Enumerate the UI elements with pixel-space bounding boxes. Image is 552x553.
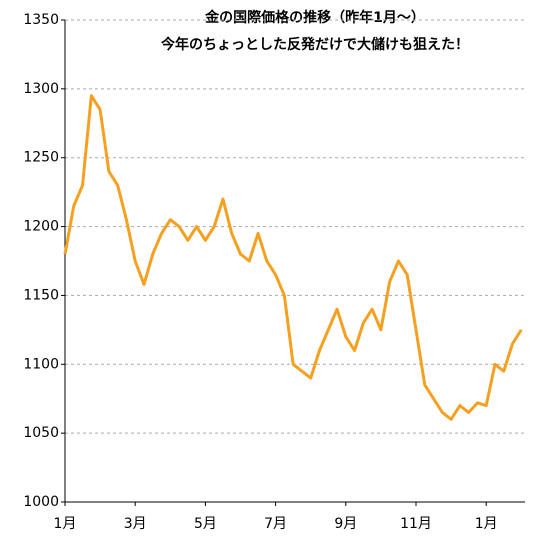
x-tick-label: 11月 <box>400 516 432 532</box>
chart-subtitle: 今年のちょっとした反発だけで大儲けも狙えた！ <box>160 36 469 53</box>
y-tick-label: 1150 <box>23 287 59 303</box>
y-tick-label: 1300 <box>23 81 59 97</box>
y-tick-label: 1250 <box>23 150 59 166</box>
x-tick-label: 1月 <box>475 516 498 532</box>
x-tick-label: 1月 <box>54 516 77 532</box>
x-tick-label: 5月 <box>194 516 217 532</box>
y-tick-label: 1200 <box>23 219 59 235</box>
x-tick-label: 9月 <box>334 516 357 532</box>
y-tick-label: 1350 <box>23 12 59 28</box>
x-tick-label: 7月 <box>264 516 287 532</box>
chart-title: 金の国際価格の推移（昨年1月～） <box>204 9 425 26</box>
y-tick-label: 1050 <box>23 425 59 441</box>
x-tick-label: 3月 <box>124 516 147 532</box>
price-line <box>63 94 523 421</box>
y-tick-label: 1100 <box>23 356 59 372</box>
y-tick-label: 1000 <box>23 494 59 510</box>
